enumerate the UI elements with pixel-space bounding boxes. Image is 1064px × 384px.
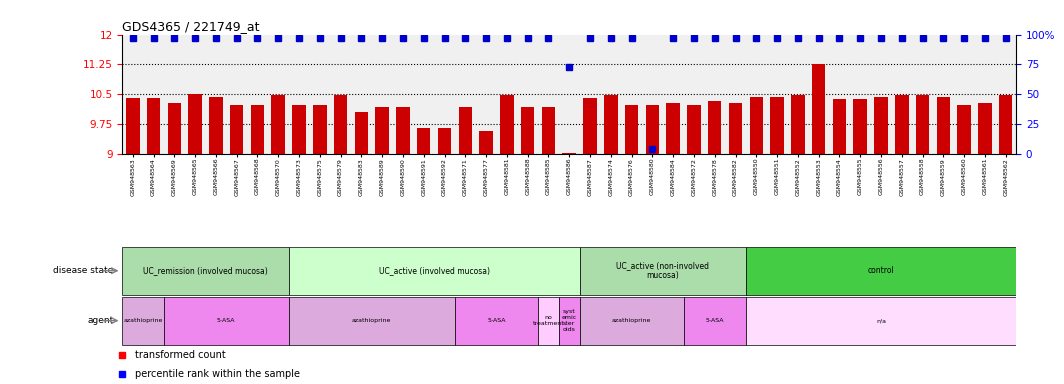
Bar [122, 297, 164, 344]
Bar [833, 99, 846, 154]
Bar [313, 105, 327, 154]
Bar [683, 297, 746, 344]
Text: 5-ASA: 5-ASA [705, 318, 724, 323]
Bar [580, 247, 746, 295]
Text: syst
emic
ster
oids: syst emic ster oids [562, 310, 577, 332]
Text: UC_remission (involved mucosa): UC_remission (involved mucosa) [144, 266, 268, 275]
Text: azathioprine: azathioprine [612, 318, 651, 323]
Text: UC_active (involved mucosa): UC_active (involved mucosa) [379, 266, 489, 275]
Text: agent: agent [87, 316, 114, 325]
Bar [999, 95, 1013, 154]
Bar [746, 247, 1016, 295]
Bar [230, 105, 244, 154]
Bar [521, 107, 534, 154]
Bar [354, 112, 368, 154]
Text: UC_active (non-involved
mucosa): UC_active (non-involved mucosa) [616, 261, 710, 280]
Bar [164, 297, 288, 344]
Bar [538, 297, 559, 344]
Bar [770, 97, 784, 154]
Bar [812, 65, 826, 154]
Text: GDS4365 / 221749_at: GDS4365 / 221749_at [122, 20, 260, 33]
Bar [563, 153, 576, 154]
Bar [167, 103, 181, 154]
Bar [895, 95, 909, 154]
Bar [122, 247, 288, 295]
Text: azathioprine: azathioprine [352, 318, 392, 323]
Text: percentile rank within the sample: percentile rank within the sample [135, 369, 300, 379]
Bar [376, 107, 389, 154]
Bar [293, 105, 305, 154]
Bar [792, 95, 804, 154]
Text: control: control [867, 266, 895, 275]
Bar [708, 101, 721, 154]
Bar [875, 97, 887, 154]
Bar [936, 97, 950, 154]
Bar [147, 98, 161, 154]
Text: no
treatment: no treatment [533, 315, 564, 326]
Bar [625, 105, 638, 154]
Bar [188, 94, 202, 154]
Text: azathioprine: azathioprine [123, 318, 163, 323]
Bar [580, 297, 683, 344]
Text: 5-ASA: 5-ASA [487, 318, 505, 323]
Bar [455, 297, 538, 344]
Bar [251, 105, 264, 154]
Bar [459, 107, 472, 154]
Bar [746, 297, 1016, 344]
Bar [288, 247, 580, 295]
Bar [417, 128, 431, 154]
Bar [666, 103, 680, 154]
Bar [604, 95, 617, 154]
Text: n/a: n/a [876, 318, 886, 323]
Bar [583, 98, 597, 154]
Bar [916, 95, 929, 154]
Bar [729, 103, 743, 154]
Bar [396, 107, 410, 154]
Bar [437, 128, 451, 154]
Bar [500, 95, 514, 154]
Bar [978, 103, 992, 154]
Text: 5-ASA: 5-ASA [217, 318, 235, 323]
Bar [288, 297, 455, 344]
Bar [853, 99, 867, 154]
Bar [687, 105, 701, 154]
Bar [542, 107, 555, 154]
Bar [559, 297, 580, 344]
Bar [271, 95, 285, 154]
Bar [126, 98, 139, 154]
Bar [480, 131, 493, 154]
Bar [749, 97, 763, 154]
Text: transformed count: transformed count [135, 350, 226, 360]
Bar [958, 105, 971, 154]
Bar [210, 97, 222, 154]
Text: disease state: disease state [53, 266, 114, 275]
Bar [646, 105, 659, 154]
Bar [334, 95, 347, 154]
